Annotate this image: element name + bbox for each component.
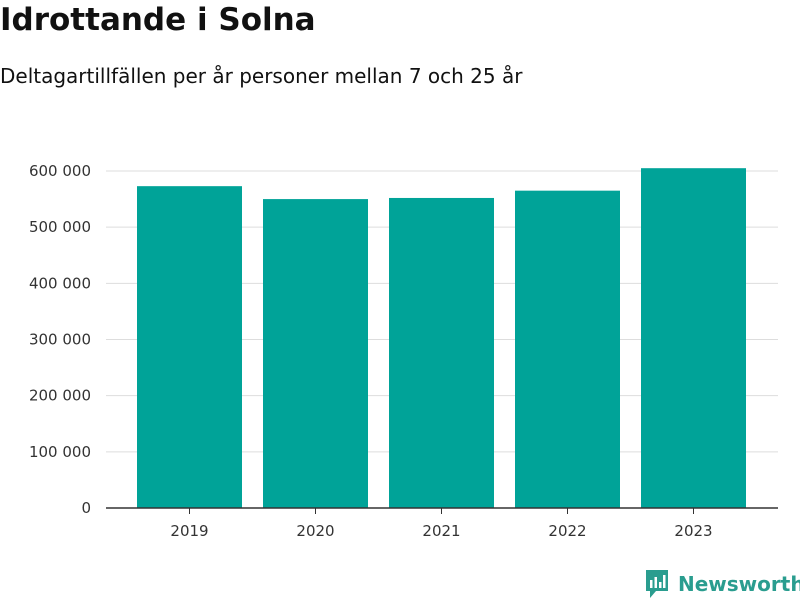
x-tick-label: 2019 — [170, 522, 208, 540]
bar-2019 — [137, 186, 242, 509]
bar-2021 — [389, 197, 494, 508]
brand-name: Newsworthy — [678, 572, 800, 596]
y-tick-label: 0 — [81, 499, 91, 517]
y-tick-label: 500 000 — [29, 218, 91, 236]
bars — [137, 168, 746, 509]
y-tick-label: 200 000 — [29, 387, 91, 405]
y-tick-label: 600 000 — [29, 162, 91, 180]
x-axis: 2019 2020 2021 2022 2023 — [106, 507, 778, 540]
newsworthy-brand: Newsworthy — [644, 568, 800, 600]
y-tick-label: 400 000 — [29, 274, 91, 292]
y-axis-ticks: 0 100 000 200 000 300 000 400 000 500 000 600 … — [29, 162, 91, 517]
y-tick-label: 100 000 — [29, 443, 91, 461]
y-tick-label: 300 000 — [29, 331, 91, 349]
bar-2023 — [641, 168, 746, 509]
x-tick-label: 2021 — [422, 522, 460, 540]
bar-2022 — [515, 190, 620, 509]
x-tick-label: 2020 — [296, 522, 334, 540]
x-tick-label: 2022 — [548, 522, 586, 540]
bar-2020 — [263, 199, 368, 509]
chart-subtitle: Deltagartillfällen per år personer mella… — [0, 64, 523, 88]
chart-title: Idrottande i Solna — [0, 2, 316, 38]
newsworthy-logo-icon — [646, 570, 668, 598]
x-tick-label: 2023 — [674, 522, 712, 540]
